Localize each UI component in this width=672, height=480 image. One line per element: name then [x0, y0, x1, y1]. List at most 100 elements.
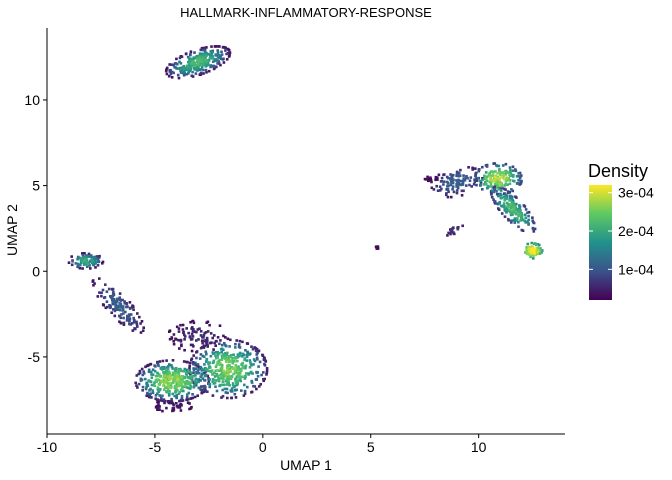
scatter-point [234, 377, 237, 381]
scatter-point [240, 389, 243, 392]
scatter-point [96, 295, 100, 298]
scatter-point [496, 171, 499, 175]
scatter-point [215, 389, 219, 393]
scatter-point [234, 346, 237, 349]
scatter-point [510, 197, 514, 200]
scatter-point [491, 186, 495, 189]
scatter-point [497, 187, 500, 191]
scatter-point [90, 258, 93, 261]
scatter-point [201, 388, 204, 392]
scatter-point [263, 362, 266, 366]
scatter-point [490, 192, 493, 195]
scatter-point [520, 228, 524, 232]
scatter-point [142, 372, 146, 375]
scatter-point [479, 181, 483, 185]
scatter-point [140, 378, 144, 381]
scatter-point [212, 348, 215, 351]
scatter-point [208, 366, 212, 369]
scatter-point [169, 386, 172, 390]
scatter-point [187, 72, 190, 75]
scatter-point [456, 181, 460, 184]
scatter-point [504, 162, 508, 166]
scatter-point [118, 296, 121, 299]
scatter-point [202, 72, 205, 75]
scatter-point [495, 190, 498, 193]
scatter-point [245, 355, 249, 358]
scatter-point [214, 365, 218, 368]
scatter-point [234, 364, 238, 367]
scatter-point [91, 260, 95, 263]
scatter-point [165, 369, 168, 372]
scatter-point [435, 184, 438, 188]
scatter-point [437, 173, 441, 177]
scatter-point [168, 363, 171, 366]
scatter-point [451, 227, 454, 230]
scatter-point [214, 65, 218, 69]
scatter-point [180, 70, 183, 73]
scatter-point [197, 365, 200, 368]
scatter-point [526, 251, 529, 255]
scatter-point [462, 189, 465, 193]
scatter-point [468, 183, 471, 187]
scatter-point [526, 211, 529, 214]
scatter-point [221, 356, 225, 360]
scatter-point [190, 59, 193, 62]
scatter-point [472, 183, 476, 186]
scatter-point [469, 176, 473, 179]
scatter-point [452, 190, 456, 194]
scatter-point [434, 175, 438, 179]
scatter-point [183, 375, 187, 379]
scatter-point [235, 372, 238, 375]
scatter-point [204, 367, 208, 371]
scatter-point [483, 177, 486, 181]
scatter-point [122, 316, 125, 320]
scatter-point [136, 325, 139, 328]
scatter-point [174, 338, 178, 341]
x-tick-label: 10 [471, 439, 487, 455]
scatter-point [451, 173, 455, 177]
scatter-point [429, 176, 432, 179]
scatter-point [195, 330, 198, 334]
scatter-point [166, 378, 169, 382]
scatter-point [87, 252, 91, 256]
scatter-point [171, 407, 175, 410]
scatter-point [507, 203, 510, 206]
scatter-point [230, 359, 234, 362]
scatter-point [172, 64, 176, 67]
scatter-point [493, 202, 497, 205]
scatter-point [179, 62, 183, 65]
scatter-point [100, 294, 103, 298]
scatter-point [492, 198, 495, 201]
scatter-point [91, 263, 95, 266]
scatter-point [122, 323, 126, 326]
scatter-point [456, 182, 460, 186]
scatter-point [188, 381, 191, 385]
scatter-point [115, 301, 118, 304]
scatter-point [255, 353, 258, 356]
scatter-point [157, 374, 160, 377]
scatter-point [116, 304, 119, 308]
scatter-point [94, 257, 97, 260]
scatter-point [105, 290, 109, 293]
scatter-point [455, 170, 459, 174]
scatter-point [137, 382, 141, 386]
scatter-point [111, 288, 115, 291]
scatter-point [70, 263, 74, 267]
scatter-point [449, 229, 453, 232]
scatter-point [170, 365, 174, 369]
scatter-point [203, 339, 206, 342]
scatter-point [109, 306, 112, 310]
scatter-point [208, 385, 211, 389]
x-axis-ticks: -10 -5 0 5 10 [37, 434, 487, 455]
scatter-point [138, 369, 142, 373]
scatter-point [151, 368, 155, 371]
scatter-point [475, 171, 478, 175]
scatter-point [226, 351, 229, 355]
scatter-point [248, 366, 252, 369]
scatter-point [251, 347, 255, 351]
scatter-point [163, 399, 167, 403]
scatter-point [524, 221, 528, 224]
scatter-point [489, 182, 493, 186]
scatter-point [215, 363, 219, 367]
scatter-point [226, 367, 229, 370]
